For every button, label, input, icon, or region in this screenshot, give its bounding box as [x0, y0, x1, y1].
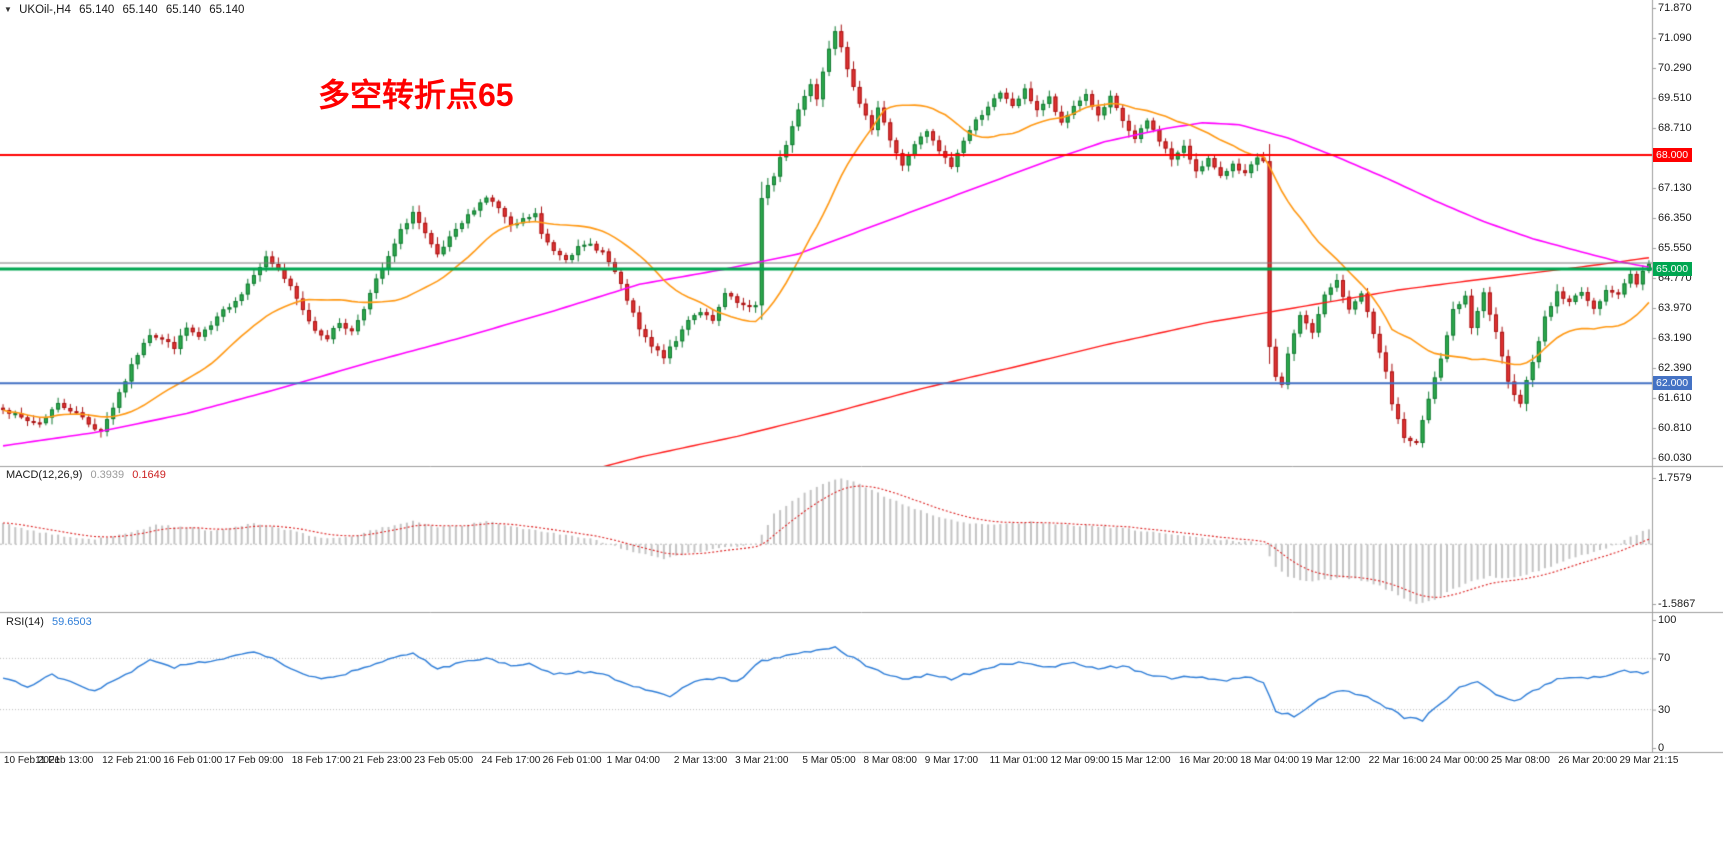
macd-name: MACD(12,26,9): [6, 469, 83, 481]
symbol-name: UKOil-,H4: [19, 4, 71, 16]
time-axis-label: 21 Feb 23:00: [352, 755, 412, 766]
time-axis-label: 5 Mar 05:00: [802, 755, 856, 766]
macd-scale-min: -1.5867: [1658, 598, 1696, 610]
rsi-scale-label: 0: [1658, 742, 1665, 754]
price-scale-label: 63.970: [1658, 302, 1692, 314]
macd-signal-value: 0.1649: [132, 469, 166, 481]
time-axis-label: 16 Feb 01:00: [163, 755, 223, 766]
quote-close: 65.140: [209, 4, 245, 16]
time-axis-label: 29 Mar 21:15: [1619, 755, 1679, 766]
price-scale-label: 71.090: [1658, 32, 1692, 44]
price-badge-65.000: 65.000: [1653, 262, 1693, 277]
rsi-value: 59.6503: [51, 616, 92, 628]
time-axis-label: 25 Mar 08:00: [1490, 755, 1550, 766]
time-axis-label: 18 Feb 17:00: [291, 755, 351, 766]
price-scale-label: 62.390: [1658, 362, 1692, 374]
price-badge-68.000: 68.000: [1653, 148, 1693, 163]
price-scale-label: 60.030: [1658, 452, 1692, 464]
time-axis-label: 11 Mar 01:00: [989, 755, 1048, 766]
time-axis-label: 12 Feb 21:00: [102, 755, 162, 766]
rsi-name: RSI(14): [6, 616, 44, 628]
time-axis-label: 8 Mar 08:00: [863, 755, 917, 766]
price-scale-label: 63.190: [1658, 332, 1692, 344]
time-axis-label: 26 Mar 20:00: [1558, 755, 1618, 766]
price-scale-label: 65.550: [1658, 242, 1692, 254]
macd-main-value: 0.3939: [90, 469, 125, 481]
time-axis-label: 18 Mar 04:00: [1240, 755, 1300, 766]
time-axis-label: 19 Mar 12:00: [1301, 755, 1361, 766]
price-scale-label: 68.710: [1658, 122, 1692, 134]
time-axis-label: 9 Mar 17:00: [924, 755, 979, 766]
time-axis-label: 16 Mar 20:00: [1178, 755, 1238, 766]
time-axis-label: 24 Feb 17:00: [481, 755, 541, 766]
macd-indicator-label: MACD(12,26,9) 0.3939 0.1649: [6, 469, 166, 481]
time-axis-label: 10 Feb 2021: [3, 755, 61, 766]
quote-low: 65.140: [165, 4, 202, 16]
time-axis-label: 11 Feb 13:00: [35, 755, 94, 766]
rsi-scale-label: 70: [1658, 652, 1671, 665]
quote-open: 65.140: [79, 4, 115, 16]
price-badge-62.000: 62.000: [1653, 376, 1693, 391]
price-scale-label: 60.810: [1658, 422, 1692, 434]
time-axis-label: 22 Mar 16:00: [1368, 755, 1428, 766]
time-axis-label: 2 Mar 13:00: [673, 755, 728, 766]
symbol-info-bar: ▼ UKOil-,H4 65.140 65.140 65.140 65.140: [4, 4, 249, 16]
time-axis-label: 17 Feb 09:00: [224, 755, 284, 766]
time-axis-label: 23 Feb 05:00: [414, 755, 474, 766]
price-scale-label: 61.610: [1658, 392, 1692, 404]
time-axis-label: 24 Mar 00:00: [1429, 755, 1489, 766]
rsi-scale-label: 100: [1658, 614, 1677, 626]
rsi-scale-label: 30: [1658, 703, 1671, 716]
rsi-indicator-label: RSI(14) 59.6503: [6, 616, 92, 628]
price-scale-label: 67.130: [1658, 182, 1692, 194]
time-axis-label: 15 Mar 12:00: [1111, 755, 1171, 766]
time-axis-label: 1 Mar 04:00: [606, 755, 660, 766]
price-scale-label: 71.870: [1658, 2, 1692, 14]
price-scale-label: 69.510: [1658, 92, 1692, 104]
price-scale-label: 70.290: [1658, 62, 1692, 74]
chart-text-annotation[interactable]: 多空转折点65: [318, 77, 514, 113]
macd-scale-max: 1.7579: [1658, 472, 1692, 484]
quote-high: 65.140: [122, 4, 158, 16]
time-axis-label: 26 Feb 01:00: [542, 755, 602, 766]
chevron-down-icon[interactable]: ▼: [4, 5, 12, 14]
time-axis-label: 12 Mar 09:00: [1050, 755, 1110, 766]
price-scale-label: 66.350: [1658, 212, 1692, 224]
time-axis-label: 3 Mar 21:00: [735, 755, 789, 766]
